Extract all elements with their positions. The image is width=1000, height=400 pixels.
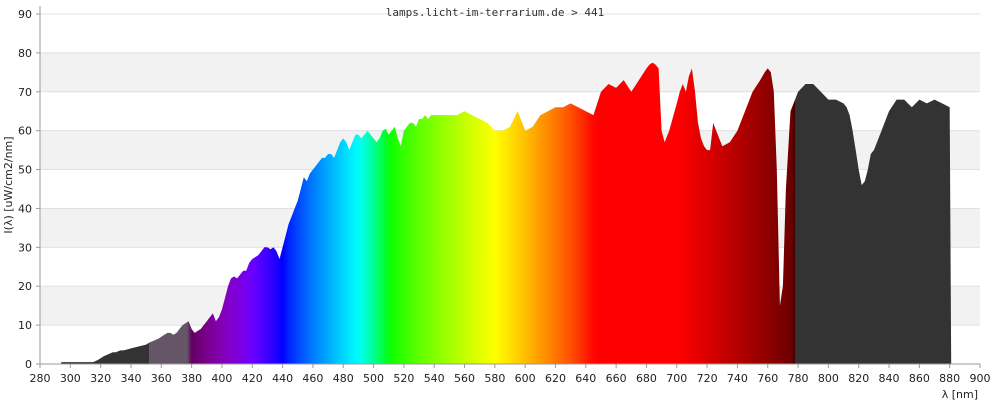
x-tick-label: 880 [939,372,960,385]
x-tick-label: 480 [333,372,354,385]
axes [39,6,980,365]
x-tick-label: 660 [606,372,627,385]
x-tick-label: 640 [575,372,596,385]
x-tick-label: 340 [120,372,141,385]
x-tick-label: 580 [484,372,505,385]
x-tick-label: 820 [848,372,869,385]
x-tick-label: 380 [181,372,202,385]
x-tick-label: 440 [272,372,293,385]
x-tick-label: 500 [363,372,384,385]
x-tick-label: 760 [757,372,778,385]
y-tick-label: 50 [18,164,32,177]
x-tick-label: 680 [636,372,657,385]
y-tick-labels: 0 10 20 30 40 50 60 70 80 90 [18,8,40,371]
x-tick-label: 620 [545,372,566,385]
chart-title: lamps.licht-im-terrarium.de > 441 [386,6,605,19]
x-tick-label: 540 [424,372,445,385]
x-tick-label: 520 [393,372,414,385]
y-tick-label: 70 [18,86,32,99]
x-tick-label: 780 [788,372,809,385]
x-tick-labels: 280 300 320 340 360 380 400 420 440 460 480 500 520 5… [30,364,991,385]
x-tick-label: 400 [211,372,232,385]
y-tick-label: 30 [18,241,32,254]
x-tick-label: 300 [60,372,81,385]
x-tick-label: 560 [454,372,475,385]
x-tick-label: 460 [302,372,323,385]
y-tick-label: 80 [18,47,32,60]
y-tick-label: 10 [18,319,32,332]
y-axis-label: I(λ) [uW/cm2/nm] [2,136,15,233]
x-tick-label: 800 [818,372,839,385]
x-tick-label: 700 [666,372,687,385]
x-tick-label: 360 [151,372,172,385]
grid-band [40,52,980,92]
x-tick-label: 860 [909,372,930,385]
y-tick-label: 40 [18,202,32,215]
x-tick-label: 600 [515,372,536,385]
y-tick-label: 20 [18,280,32,293]
x-tick-label: 740 [727,372,748,385]
x-axis-label: λ [nm] [942,388,978,400]
x-tick-label: 420 [242,372,263,385]
y-tick-label: 90 [18,8,32,21]
x-tick-label: 280 [30,372,51,385]
y-tick-label: 0 [25,358,32,371]
x-tick-label: 320 [90,372,111,385]
y-tick-label: 60 [18,125,32,138]
x-tick-label: 840 [879,372,900,385]
x-tick-label: 720 [697,372,718,385]
x-tick-label: 900 [970,372,991,385]
